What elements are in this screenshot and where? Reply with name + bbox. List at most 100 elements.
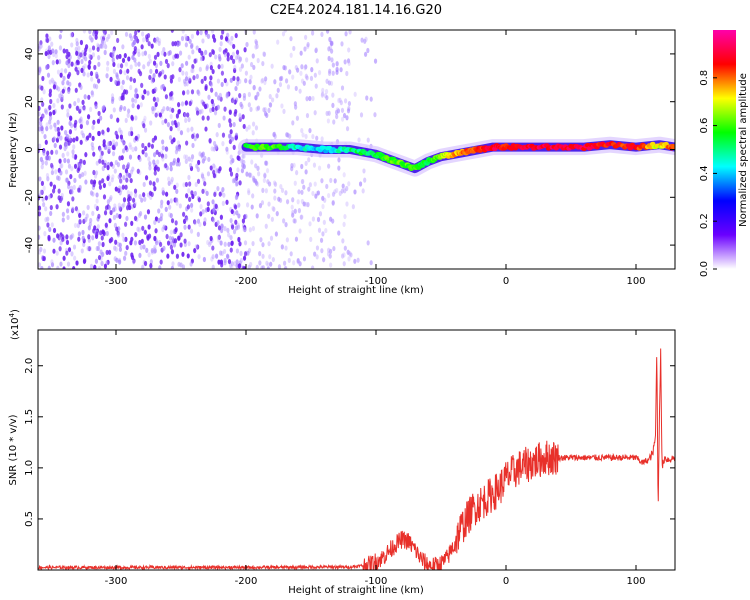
spectrogram-noise-point <box>226 227 230 233</box>
spectrogram-noise-point <box>147 252 151 258</box>
colorbar-tick-label: 0.4 <box>699 165 710 181</box>
spectrogram-noise-point <box>65 208 70 214</box>
spectrogram-noise-point <box>366 240 370 246</box>
spectrogram-noise-point <box>44 206 48 212</box>
spectrogram-noise-point <box>245 171 249 177</box>
spectrogram-noise-point <box>107 33 111 40</box>
spectrogram-noise-point <box>193 247 197 254</box>
spectrogram-noise-point <box>145 37 149 43</box>
spectrogram-noise-point <box>154 68 159 74</box>
spectrogram-noise-point <box>65 234 69 240</box>
spectrogram-noise-point <box>95 231 99 237</box>
spectrogram-noise-point <box>94 258 99 264</box>
spectrogram-noise-point <box>190 157 194 163</box>
spectrogram-noise-point <box>138 252 142 259</box>
spectrogram-noise-point <box>221 200 225 206</box>
spectrogram-noise-point <box>282 64 286 71</box>
spectrogram-noise-point <box>97 241 101 247</box>
spectrogram-noise-point <box>170 249 175 255</box>
spectrogram-noise-point <box>249 172 253 178</box>
spectrogram-noise-point <box>156 97 160 103</box>
spectrogram-noise-point <box>153 244 157 251</box>
spectrogram-noise-point <box>97 265 102 269</box>
spectrogram-noise-point <box>97 130 101 137</box>
spectrogram-noise-point <box>304 34 308 40</box>
spectrogram-noise-point <box>262 51 266 57</box>
spectrogram-noise-point <box>206 239 210 246</box>
spectrogram-noise-point <box>261 242 265 248</box>
spectrogram-noise-point <box>299 70 303 76</box>
spectrogram-noise-point <box>161 139 165 145</box>
spectrogram-noise-point <box>211 254 215 260</box>
spectrogram-noise-point <box>101 105 105 112</box>
spectrogram-noise-point <box>169 198 173 204</box>
spectrogram-noise-point <box>373 58 378 64</box>
spectrogram-noise-point <box>77 236 81 242</box>
spectrogram-noise-point <box>122 197 127 203</box>
spectrogram-noise-point <box>241 114 245 120</box>
spectrogram-noise-point <box>232 121 236 128</box>
spectrogram-noise-point <box>303 65 307 71</box>
spectrogram-noise-point <box>79 84 83 90</box>
spectrogram-noise-point <box>122 164 126 170</box>
snr-y-tick-label: 2.0 <box>24 358 35 374</box>
spectrogram-noise-point <box>337 230 341 236</box>
spectrogram-noise-point <box>233 261 237 267</box>
spectrogram-noise-point <box>201 115 205 121</box>
spectrogram-noise-point <box>113 168 117 174</box>
spectrogram-noise-point <box>186 204 190 210</box>
spectrogram-noise-point <box>103 210 108 216</box>
spectrogram-noise-point <box>122 255 127 261</box>
spectrogram-noise-point <box>48 119 52 125</box>
spectrogram-noise-point <box>152 96 156 102</box>
spectrogram-noise-point <box>272 180 277 186</box>
spectrogram-noise-point <box>109 76 113 82</box>
spectrogram-noise-point <box>138 211 143 217</box>
spectrogram-noise-point <box>99 154 103 160</box>
spectrogram-noise-point <box>349 252 353 258</box>
colorbar-label: Normalized spectral amplitude <box>738 73 749 227</box>
spectrogram-noise-point <box>100 235 104 241</box>
spectrogram-noise-point <box>42 201 46 208</box>
spectrogram-noise-point <box>87 246 91 252</box>
spectrogram-noise-point <box>310 67 314 73</box>
spectrogram-noise-point <box>217 53 222 60</box>
spectrogram-noise-point <box>285 199 290 205</box>
spectrogram-noise-point <box>149 259 153 265</box>
spectrogram-noise-point <box>67 88 71 95</box>
snr-axis-multiplier-base: (x10 <box>10 317 21 340</box>
spectrogram-noise-point <box>315 135 319 141</box>
spectrogram-noise-point <box>223 52 228 58</box>
spectrogram-noise-point <box>184 181 189 188</box>
spectrogram-noise-point <box>44 155 49 161</box>
spectrogram-noise-point <box>93 264 97 269</box>
spectrogram-noise-point <box>190 33 194 39</box>
spectrogram-noise-point <box>153 219 157 226</box>
spectrogram-noise-point <box>142 64 146 70</box>
spectrogram-noise-point <box>118 53 122 60</box>
spectrogram-noise-point <box>230 97 235 104</box>
spectrogram-noise-point <box>341 183 345 189</box>
spectrogram-noise-point <box>302 80 306 86</box>
spectrogram-noise-point <box>119 104 123 111</box>
spectrogram-noise-point <box>145 247 149 253</box>
spectrogram-noise-point <box>109 209 113 216</box>
spectrogram-noise-point <box>333 178 337 184</box>
spectrogram-noise-point <box>78 212 82 218</box>
spectrogram-noise-point <box>237 202 241 208</box>
spectrogram-signal-ridge <box>238 136 675 177</box>
spectrogram-noise-point <box>280 244 284 250</box>
spectrogram-noise-point <box>160 50 164 56</box>
spectrogram-noise-point <box>251 175 256 181</box>
spectrogram-noise-point <box>317 70 322 76</box>
spectrogram-noise-point <box>266 266 270 269</box>
spectrogram-noise-point <box>154 240 159 246</box>
spectrogram-noise-point <box>181 251 185 257</box>
spectrogram-noise-point <box>100 38 105 44</box>
spectrogram-noise-point <box>236 224 241 230</box>
spectrogram-noise-point <box>96 46 100 52</box>
spectrogram-noise-point <box>209 107 213 113</box>
spectrogram-noise-point <box>80 67 84 73</box>
spectrogram-noise-point <box>268 254 272 260</box>
spectrogram-noise-point <box>94 103 98 110</box>
